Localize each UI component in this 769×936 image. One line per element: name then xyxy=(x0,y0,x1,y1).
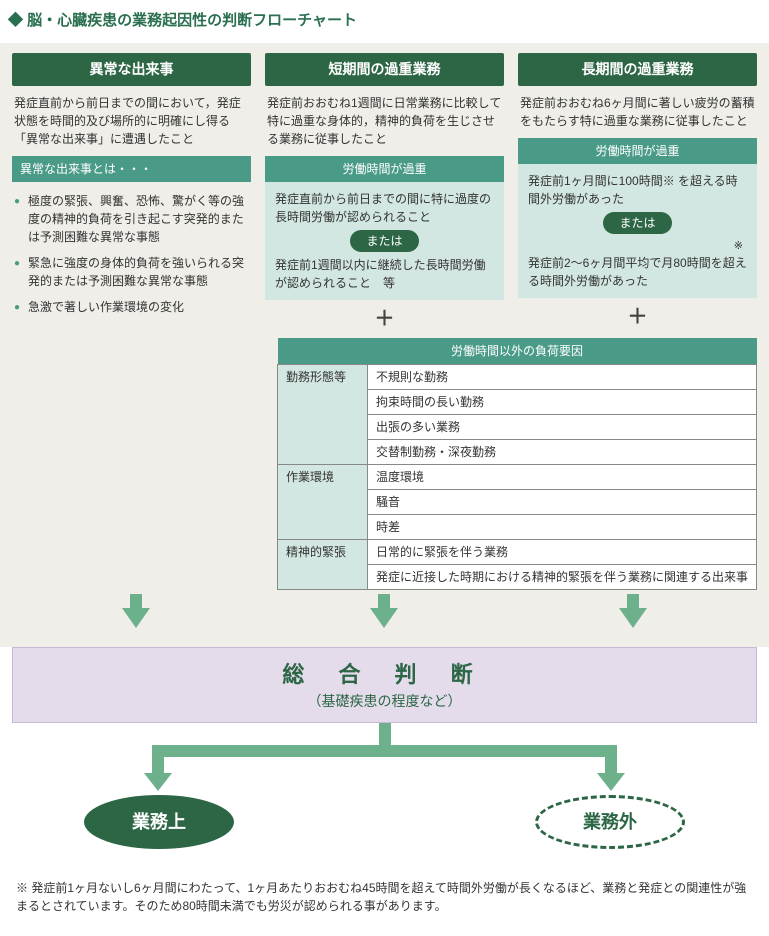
factor-item: 出張の多い業務 xyxy=(368,414,757,439)
factor-item: 時差 xyxy=(368,514,757,539)
plus-long: ＋ xyxy=(518,298,757,336)
columns-container: 異常な出来事 発症直前から前日までの間において，発症状態を時間的及び場所的に明確… xyxy=(0,43,769,338)
or-pill: または xyxy=(603,212,671,234)
long-sub-header: 労働時間が過重 xyxy=(518,138,757,164)
factor-item: 温度環境 xyxy=(368,464,757,489)
short-detail-box: 発症直前から前日までの間に特に過度の長時間労働が認められること または 発症前1… xyxy=(265,182,504,300)
col-short-intro: 発症前おおむね1週間に日常業務に比較して特に過重な身体的，精神的負荷を生じさせる… xyxy=(265,86,504,156)
short-or-row: または xyxy=(275,226,494,256)
plus-short: ＋ xyxy=(265,300,504,338)
split-leg-right xyxy=(605,745,617,775)
arrow-down-icon xyxy=(597,773,625,791)
short-line2: 発症前1週間以内に継続した長時間労働が認められること 等 xyxy=(275,256,494,292)
factor-cat: 精神的緊張 xyxy=(278,539,368,589)
col-short-header: 短期間の過重業務 xyxy=(265,53,504,86)
col-long: 長期間の過重業務 発症前おおむね6ヶ月間に著しい疲労の蓄積をもたらす特に過重な業… xyxy=(518,53,757,338)
col-abnormal-intro: 発症直前から前日までの間において，発症状態を時間的及び場所的に明確にし得る「異常… xyxy=(12,86,251,156)
short-sub-header: 労働時間が過重 xyxy=(265,156,504,182)
long-or-row: または xyxy=(528,208,747,238)
col-short: 短期間の過重業務 発症前おおむね1週間に日常業務に比較して特に過重な身体的，精神… xyxy=(265,53,504,338)
col-long-header: 長期間の過重業務 xyxy=(518,53,757,86)
col-abnormal-header: 異常な出来事 xyxy=(12,53,251,86)
judgment-main: 総 合 判 断 xyxy=(13,658,756,691)
split-diagram: 業務上 業務外 xyxy=(12,723,757,863)
footnote: ※ 発症前1ヶ月ないし6ヶ月間にわたって、1ヶ月あたりおおむね45時間を超えて時… xyxy=(0,863,769,935)
split-bar xyxy=(152,745,617,757)
arrow-down-icon xyxy=(370,608,398,628)
factor-table: 労働時間以外の負荷要因 勤務形態等 不規則な勤務 拘束時間の長い勤務 出張の多い… xyxy=(277,338,757,590)
abnormal-bullet: 緊急に強度の身体的負荷を強いられる突発的または予測困難な異常な事態 xyxy=(14,250,249,294)
page-title: 脳・心臓疾患の業務起因性の判断フローチャート xyxy=(0,0,769,43)
result-on: 業務上 xyxy=(84,795,234,849)
abnormal-bullet: 急激で著しい作業環境の変化 xyxy=(14,294,249,320)
judgment-box: 総 合 判 断 （基礎疾患の程度など） xyxy=(12,647,757,723)
long-line2: 発症前2〜6ヶ月間平均で月80時間を超える時間外労働があった xyxy=(528,254,747,290)
judgment-sub: （基礎疾患の程度など） xyxy=(13,691,756,712)
factor-item: 発症に近接した時期における精神的緊張を伴う業務に関連する出来事 xyxy=(368,564,757,589)
arrow-down-icon xyxy=(144,773,172,791)
abnormal-bullet-list: 極度の緊張、興奮、恐怖、驚がく等の強度の精神的負荷を引き起こす突発的または予測困… xyxy=(12,182,251,326)
result-off: 業務外 xyxy=(535,795,685,849)
abnormal-bullet: 極度の緊張、興奮、恐怖、驚がく等の強度の精神的負荷を引き起こす突発的または予測困… xyxy=(14,188,249,250)
factor-cat: 作業環境 xyxy=(278,464,368,539)
factor-item: 日常的に緊張を伴う業務 xyxy=(368,539,757,564)
long-detail-box: 発症前1ヶ月間に100時間※ を超える時間外労働があった または ※ 発症前2〜… xyxy=(518,164,757,299)
arrow-row-top xyxy=(0,590,769,648)
split-stem xyxy=(379,723,391,745)
factor-item: 交替制勤務・深夜勤務 xyxy=(368,439,757,464)
or-pill: または xyxy=(350,230,418,252)
arrow-down-icon xyxy=(619,608,647,628)
arrow-down-icon xyxy=(122,608,150,628)
factor-table-wrap: 労働時間以外の負荷要因 勤務形態等 不規則な勤務 拘束時間の長い勤務 出張の多い… xyxy=(0,338,769,590)
split-leg-left xyxy=(152,745,164,775)
col-abnormal: 異常な出来事 発症直前から前日までの間において，発症状態を時間的及び場所的に明確… xyxy=(12,53,251,338)
factor-item: 騒音 xyxy=(368,489,757,514)
factor-cat: 勤務形態等 xyxy=(278,364,368,464)
factor-item: 不規則な勤務 xyxy=(368,364,757,389)
factor-table-title: 労働時間以外の負荷要因 xyxy=(278,338,757,365)
long-line1: 発症前1ヶ月間に100時間※ を超える時間外労働があった xyxy=(528,172,747,208)
factor-item: 拘束時間の長い勤務 xyxy=(368,389,757,414)
long-asterisk: ※ xyxy=(528,238,747,255)
short-line1: 発症直前から前日までの間に特に過度の長時間労働が認められること xyxy=(275,190,494,226)
col-long-intro: 発症前おおむね6ヶ月間に著しい疲労の蓄積をもたらす特に過重な業務に従事したこと xyxy=(518,86,757,138)
abnormal-sub-header: 異常な出来事とは・・・ xyxy=(12,156,251,182)
